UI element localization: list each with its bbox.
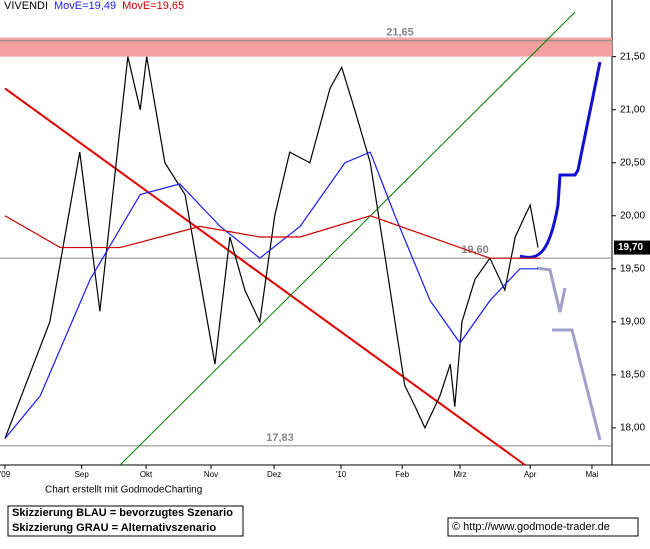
- last-price-label: 19,70: [618, 242, 643, 253]
- x-tick-label: Feb: [395, 470, 409, 479]
- y-tick-label: 21,00: [620, 104, 645, 115]
- y-tick-label: 19,00: [620, 316, 645, 327]
- y-tick-label: 20,00: [620, 210, 645, 221]
- resistance-zone: [0, 37, 612, 57]
- level-label: 17,83: [266, 432, 294, 444]
- y-tick-label: 19,50: [620, 263, 645, 274]
- scenario-gray: [536, 266, 602, 441]
- level-label: 19,60: [461, 244, 489, 256]
- x-tick-label: '10: [336, 470, 347, 479]
- x-tick-label: '09: [0, 470, 11, 479]
- last-price-box: [614, 240, 650, 255]
- x-tick-label: Sep: [75, 470, 90, 479]
- x-tick-label: Okt: [140, 470, 153, 479]
- x-tick-label: Mrz: [453, 470, 466, 479]
- source: © http://www.godmode-trader.de: [452, 521, 610, 533]
- y-tick-label: 20,50: [620, 157, 645, 168]
- legend-entry: MovE=19,65: [122, 0, 184, 12]
- x-tick-label: Mai: [586, 470, 599, 479]
- series-line: [4, 56, 539, 439]
- trendline: [119, 11, 576, 466]
- series-line: [4, 151, 538, 439]
- chart-title: VIVENDI: [4, 0, 48, 12]
- x-tick-label: Nov: [204, 470, 218, 479]
- trendline: [4, 87, 526, 466]
- y-tick-label: 18,50: [620, 369, 645, 380]
- x-tick-label: Dez: [267, 470, 281, 479]
- legend-box: [7, 505, 244, 537]
- y-tick-label: 18,00: [620, 423, 645, 434]
- scenario-blue: [519, 61, 602, 259]
- source-box: [447, 517, 639, 537]
- series-line: [4, 215, 540, 259]
- legend-entry: MovE=19,49: [54, 0, 116, 12]
- y-tick-label: 21,50: [620, 51, 645, 62]
- x-tick-label: Apr: [524, 470, 537, 479]
- plot-area: [0, 37, 612, 57]
- level-label: 21,65: [386, 27, 414, 39]
- legend-note: Skizzierung BLAU = bevorzugtes Szenario: [12, 507, 233, 519]
- legend-note: Skizzierung GRAU = Alternativszenario: [12, 522, 216, 534]
- credit: Chart erstellt mit GodmodeCharting: [45, 485, 202, 496]
